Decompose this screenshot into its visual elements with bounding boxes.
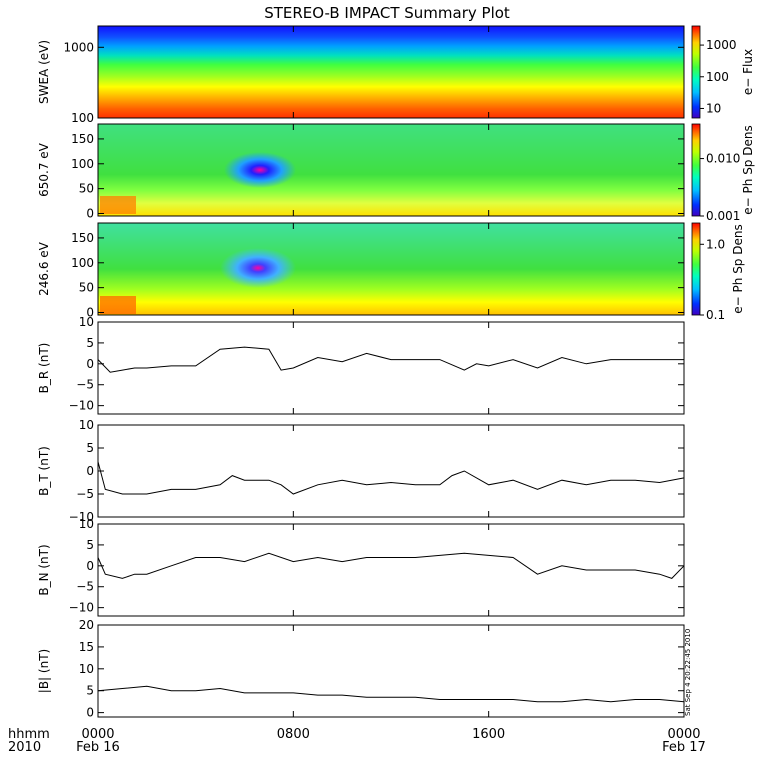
colorbar-tick-label: 1000 [706, 38, 737, 52]
colorbar [691, 25, 701, 119]
swea-spectrogram [98, 26, 684, 118]
panel-frame [97, 523, 685, 617]
y-tick-label: 5 [86, 538, 94, 552]
y-tick-label: 10 [79, 418, 94, 432]
y-tick-label: 0 [86, 357, 94, 371]
colorbar-label: e− Ph Sp Dens [731, 224, 745, 313]
pad-650-feature-low [100, 196, 136, 214]
y-tick-label: 15 [79, 640, 94, 654]
colorbar-label: e− Ph Sp Dens [741, 125, 755, 214]
y-tick-label: −5 [76, 487, 94, 501]
y-tick-label: 1000 [63, 40, 94, 54]
panel-bmag: 0 5 10 15 20 |B| (nT) [37, 618, 685, 720]
colorbar-tick-label: 1.0 [706, 237, 725, 251]
panel-frame [97, 25, 685, 119]
y-ticks: −10 −5 0 5 10 [69, 517, 684, 615]
y-tick-label: −10 [69, 399, 94, 413]
x-tick-label: 0000 [667, 727, 700, 742]
colorbar-tick-label: 0.001 [706, 209, 740, 223]
y-axis-label: B_R (nT) [37, 343, 51, 394]
y-axis-label: 246.6 eV [37, 241, 51, 296]
y-tick-label: 5 [86, 684, 94, 698]
y-ticks: 0 50 100 150 [71, 231, 684, 320]
y-axis-label: B_N (nT) [37, 544, 51, 595]
y-tick-label: 100 [71, 256, 94, 270]
x-unit-label: hhmm [8, 727, 50, 742]
panel-pad-650: 0 50 100 150 650.7 eV 0.001 0.010 e− Ph Sp D… [37, 123, 755, 223]
colorbar-ticks: 10 100 1000 [700, 38, 737, 115]
x-date-label: Feb 17 [662, 740, 706, 755]
x-date-label: Feb 16 [76, 740, 120, 755]
panel-frame [97, 424, 685, 518]
colorbar-ticks: 0.001 0.010 [700, 152, 740, 223]
panel-bn: −10 −5 0 5 10 B_N (nT) [37, 517, 685, 617]
pad-650-dropout [224, 152, 296, 188]
panel-pad-246: 0 50 100 150 246.6 eV 0.1 1.0 e− Ph Sp Dens [37, 222, 745, 322]
x-year-label: 2010 [8, 740, 41, 755]
y-tick-label: 50 [79, 281, 94, 295]
y-tick-label: −10 [69, 601, 94, 615]
x-tick-label: 0800 [277, 727, 310, 742]
y-axis-label: B_T (nT) [37, 446, 51, 496]
y-ticks: 0 50 100 150 [71, 132, 684, 221]
colorbar-ticks: 0.1 1.0 [700, 237, 725, 322]
panel-frame [97, 222, 685, 316]
colorbar-tick-label: 0.010 [706, 152, 740, 166]
y-tick-label: 150 [71, 231, 94, 245]
y-tick-label: 10 [79, 315, 94, 329]
y-tick-label: 5 [86, 336, 94, 350]
y-tick-label: 0 [86, 207, 94, 221]
y-tick-label: 50 [79, 182, 94, 196]
bt-trace [97, 461, 685, 495]
y-tick-label: 0 [86, 706, 94, 720]
colorbar-label: e− Flux [741, 49, 755, 95]
y-axis-label: SWEA (eV) [37, 40, 51, 104]
y-tick-label: 0 [86, 464, 94, 478]
x-tick-label: 0000 [81, 727, 114, 742]
y-tick-label: 150 [71, 132, 94, 146]
plot-title: STEREO-B IMPACT Summary Plot [264, 4, 510, 22]
timestamp-stamp: Sat Sep 4 20:22:45 2010 [684, 629, 692, 716]
panel-frame [97, 123, 685, 217]
colorbar-tick-label: 10 [706, 101, 721, 115]
panel-swea: 100 1000 SWEA (eV) 10 100 1000 e− Flux [37, 25, 755, 125]
y-tick-label: 0 [86, 559, 94, 573]
panel-frame [97, 321, 685, 415]
pad-650-spectrogram [98, 124, 684, 216]
y-tick-label: 0 [86, 306, 94, 320]
bmag-trace [97, 685, 685, 703]
colorbar-tick-label: 100 [706, 70, 729, 84]
panel-bt: −10 −5 0 5 10 B_T (nT) [37, 418, 685, 524]
y-tick-label: 10 [79, 517, 94, 531]
y-ticks: 100 1000 [63, 40, 684, 125]
br-trace [97, 346, 684, 373]
panel-frame [97, 624, 685, 718]
pad-246-spectrogram [98, 223, 684, 315]
x-tick-label: 1600 [472, 727, 505, 742]
y-axis-label: 650.7 eV [37, 142, 51, 197]
y-tick-label: 10 [79, 662, 94, 676]
y-tick-label: −5 [76, 378, 94, 392]
y-ticks: −10 −5 0 5 10 [69, 418, 684, 524]
y-tick-label: −5 [76, 580, 94, 594]
colorbar-tick-label: 0.1 [706, 308, 725, 322]
y-tick-label: 100 [71, 157, 94, 171]
bn-trace [97, 552, 685, 579]
y-tick-label: 5 [86, 441, 94, 455]
y-tick-label: 20 [79, 618, 94, 632]
colorbar [691, 222, 701, 316]
y-tick-label: −10 [69, 510, 94, 524]
y-tick-label: 100 [71, 111, 94, 125]
y-axis-label: |B| (nT) [37, 649, 51, 693]
panel-br: −10 −5 0 5 10 B_R (nT) [37, 315, 685, 415]
pad-246-dropout [220, 248, 296, 288]
y-ticks: 0 5 10 15 20 [79, 618, 684, 720]
colorbar [691, 123, 701, 217]
pad-246-feature-low [100, 296, 136, 314]
y-ticks: −10 −5 0 5 10 [69, 315, 684, 413]
